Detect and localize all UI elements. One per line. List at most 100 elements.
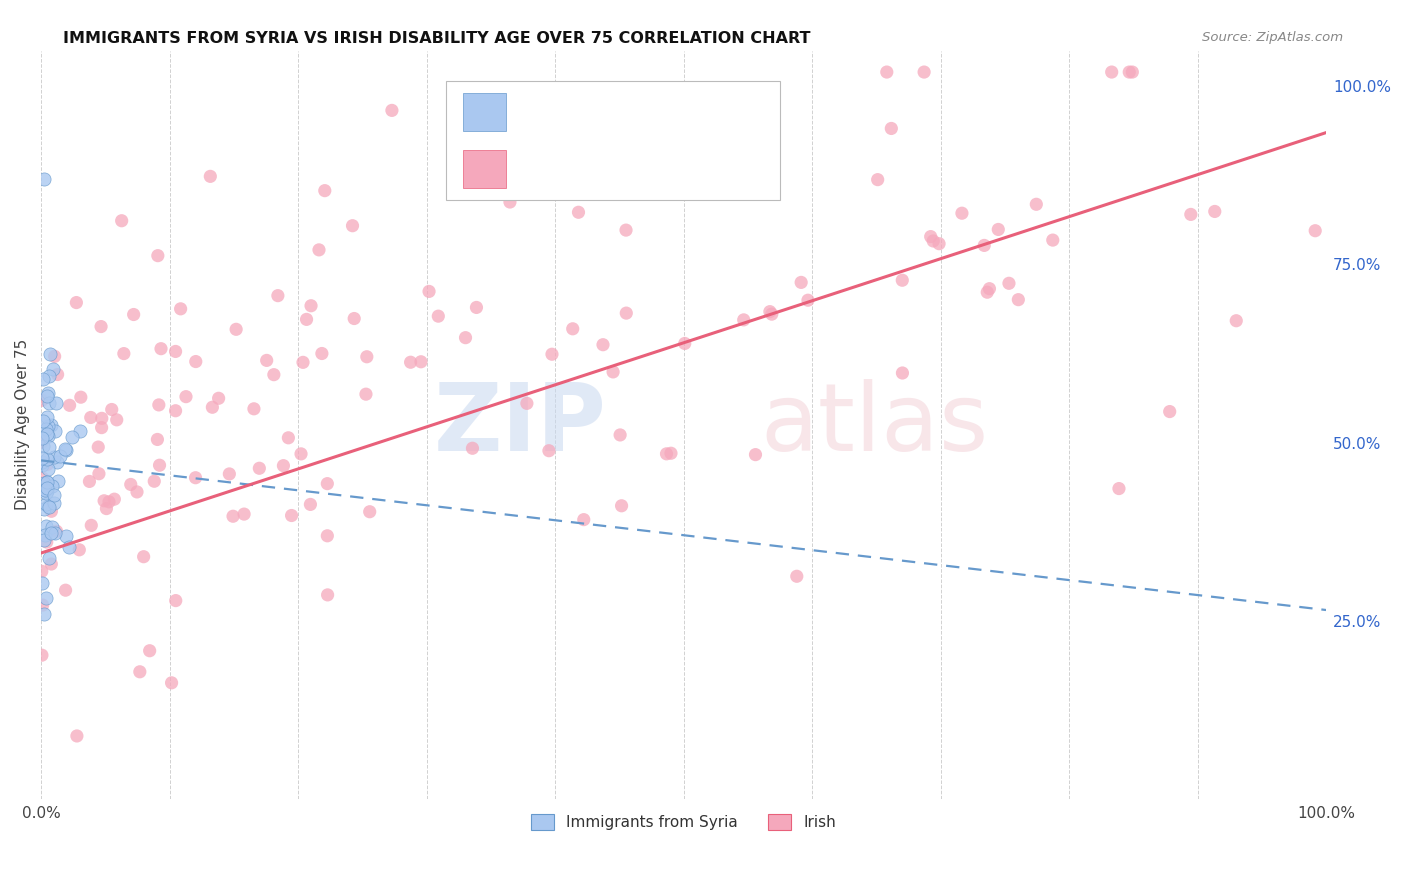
Point: [256, 353, 278, 368]
Point: [891, 366, 914, 380]
Point: [37, 429, 59, 443]
Point: [744, 448, 766, 462]
Point: [90, 411, 112, 425]
Point: [541, 347, 564, 361]
Point: [150, 342, 173, 356]
Point: [880, 121, 903, 136]
Point: [797, 293, 820, 308]
Point: [499, 194, 522, 209]
Point: [1108, 482, 1130, 496]
Point: [143, 475, 166, 489]
Point: [316, 476, 339, 491]
Point: [381, 103, 404, 118]
Point: [609, 428, 631, 442]
Point: [614, 306, 637, 320]
Point: [225, 322, 247, 336]
Point: [399, 355, 422, 369]
Point: [1303, 224, 1326, 238]
Point: [96, 501, 118, 516]
Point: [103, 492, 125, 507]
Point: [614, 223, 637, 237]
Point: [32, 502, 55, 516]
Point: [891, 273, 914, 287]
Point: [44, 496, 66, 510]
Point: [80, 410, 103, 425]
Point: [125, 484, 148, 499]
Point: [90, 319, 112, 334]
Point: [576, 154, 599, 169]
Point: [32, 371, 55, 385]
Point: [409, 355, 432, 369]
Point: [38, 550, 60, 565]
Point: [120, 477, 142, 491]
Point: [138, 644, 160, 658]
Point: [37, 451, 59, 466]
Point: [342, 219, 364, 233]
Point: [38, 368, 60, 383]
Point: [34, 528, 56, 542]
Point: [31, 450, 53, 465]
Point: [165, 593, 187, 607]
Point: [359, 505, 381, 519]
Point: [174, 390, 197, 404]
Point: [537, 443, 560, 458]
Point: [222, 509, 245, 524]
Point: [610, 499, 633, 513]
Point: [169, 301, 191, 316]
Point: [49, 449, 72, 463]
Point: [42, 487, 65, 501]
Point: [316, 588, 339, 602]
Point: [31, 431, 53, 445]
Point: [38, 500, 60, 515]
Point: [292, 355, 315, 369]
Point: [1007, 293, 1029, 307]
Point: [37, 499, 59, 513]
Point: [998, 277, 1021, 291]
Point: [79, 475, 101, 489]
Point: [93, 493, 115, 508]
Point: [34, 422, 56, 436]
Point: [41, 504, 63, 518]
Point: [165, 403, 187, 417]
Point: [790, 276, 813, 290]
Point: [122, 308, 145, 322]
Point: [876, 65, 898, 79]
Point: [311, 346, 333, 360]
Point: [45, 524, 67, 539]
Text: ZIP: ZIP: [433, 379, 606, 471]
Point: [55, 583, 77, 598]
Point: [38, 440, 60, 454]
Point: [494, 136, 516, 151]
Point: [201, 401, 224, 415]
Point: [922, 234, 945, 248]
Point: [98, 495, 121, 509]
Point: [1159, 404, 1181, 418]
Point: [354, 387, 377, 401]
Point: [41, 479, 63, 493]
Point: [592, 337, 614, 351]
Point: [44, 450, 66, 465]
Point: [184, 471, 207, 485]
Point: [1225, 314, 1247, 328]
Point: [707, 105, 730, 120]
Point: [299, 299, 322, 313]
Point: [263, 368, 285, 382]
Point: [146, 249, 169, 263]
Point: [80, 518, 103, 533]
Point: [673, 336, 696, 351]
Point: [273, 458, 295, 473]
Point: [976, 285, 998, 300]
Point: [39, 417, 62, 432]
Point: [516, 396, 538, 410]
Point: [165, 344, 187, 359]
Point: [35, 475, 58, 489]
Point: [418, 285, 440, 299]
Point: [200, 169, 222, 184]
Point: [987, 222, 1010, 236]
Text: IMMIGRANTS FROM SYRIA VS IRISH DISABILITY AGE OVER 75 CORRELATION CHART: IMMIGRANTS FROM SYRIA VS IRISH DISABILIT…: [63, 31, 811, 46]
Point: [111, 213, 134, 227]
Point: [65, 295, 87, 310]
Point: [1204, 204, 1226, 219]
Point: [35, 389, 58, 403]
Point: [59, 398, 82, 412]
